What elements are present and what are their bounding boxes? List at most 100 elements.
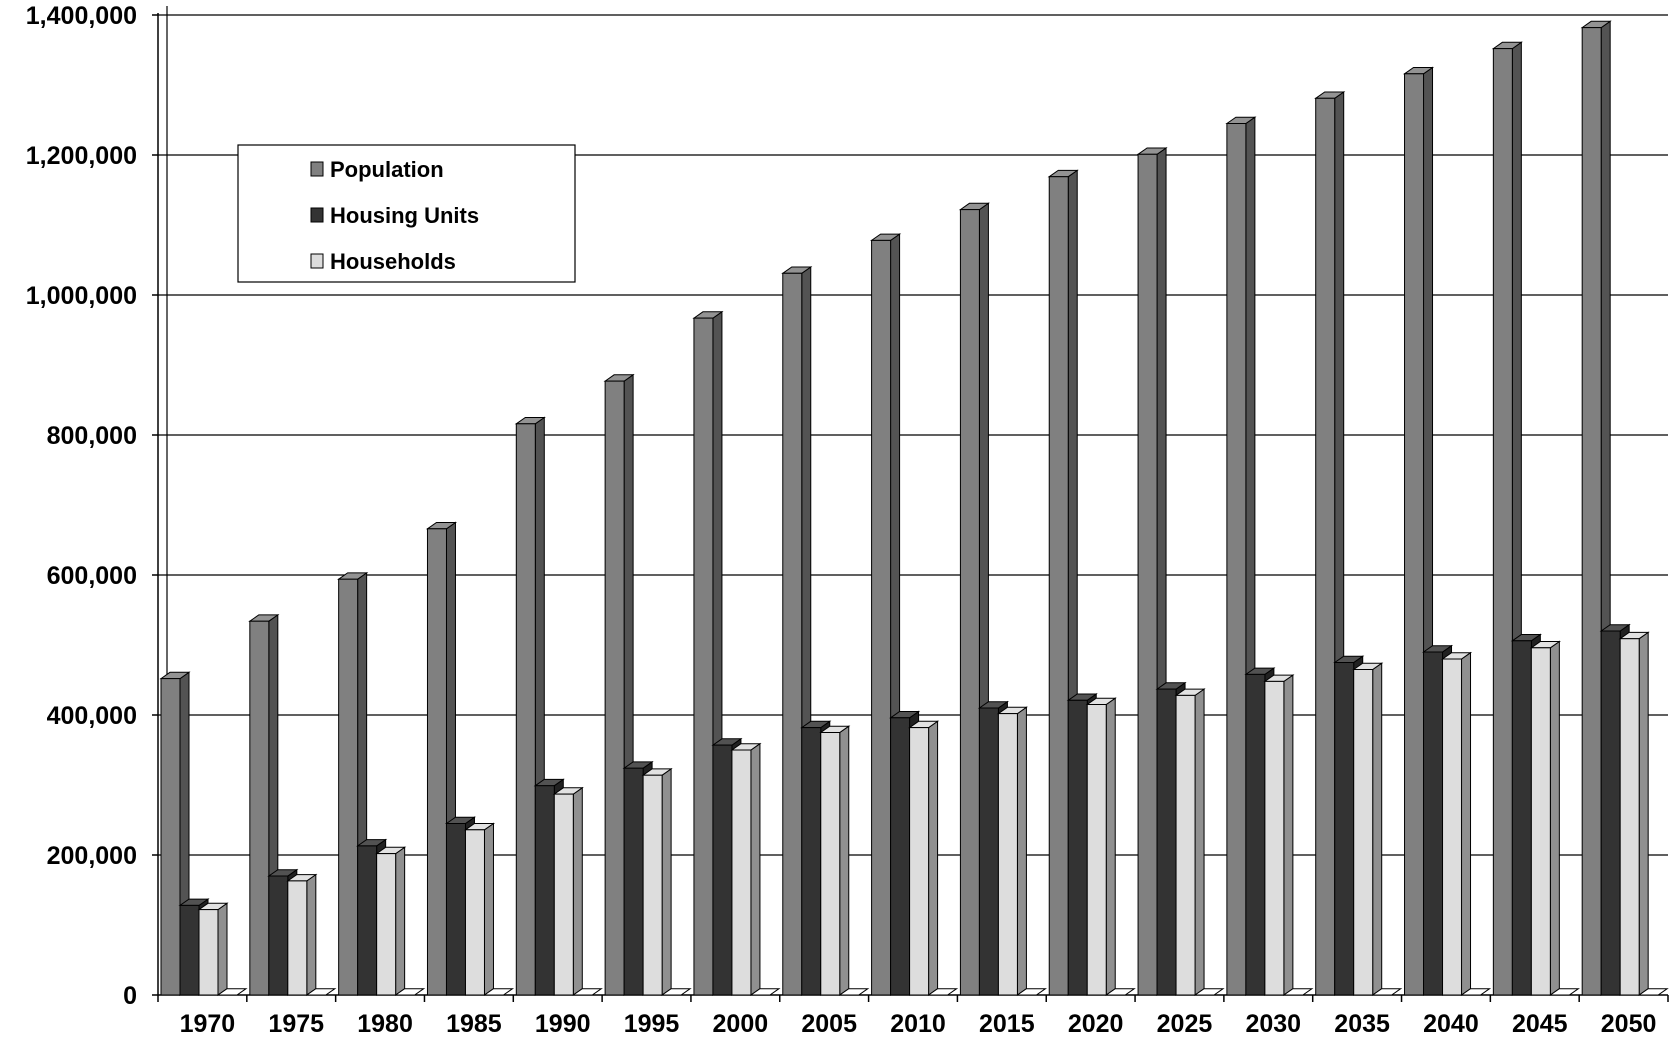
bar-side [839,725,850,996]
y-tick-label: 1,400,000 [26,2,137,30]
bar-side [395,846,406,996]
bar-front [871,239,892,996]
bar-side [661,767,672,996]
legend-item-households: Households [310,249,456,274]
bar-households-2005 [819,725,851,996]
bar-side [1372,662,1383,996]
bar-front [1156,688,1177,996]
bar-front [1442,658,1463,996]
legend-item-housing-units: Housing Units [310,203,479,228]
bar-front [179,904,200,996]
bar-households-2035 [1352,662,1384,996]
bar-front [287,880,308,996]
bar-side [1549,640,1560,996]
bar-front [1404,73,1425,996]
bar-households-1980 [375,846,407,996]
legend: Population Housing Units Households [237,144,576,283]
floor-sliver [927,988,959,996]
bar-households-1990 [552,786,584,996]
x-tick-label: 2045 [1512,1010,1568,1038]
bar-households-2045 [1529,640,1561,996]
floor-sliver [1637,988,1669,996]
bar-front [1137,153,1158,996]
bar-front [1315,97,1336,996]
floor-sliver [749,988,781,996]
bar-households-2040 [1440,651,1473,996]
legend-swatch-housing-units [310,207,324,223]
x-tick-label: 2030 [1245,1010,1301,1038]
x-tick-label: 1970 [180,1010,236,1038]
bar-front [338,578,359,996]
bar-front [1067,699,1088,996]
bar-households-1970 [197,902,229,996]
legend-item-population: Population [310,157,444,182]
floor-sliver [571,988,603,996]
x-tick-label: 1980 [357,1010,413,1038]
bar-households-2000 [730,742,762,996]
bar-side [483,822,494,996]
bar-side [572,786,583,996]
legend-swatch-population [310,161,324,177]
bar-front [426,528,447,996]
bar-front [909,727,930,996]
floor-sliver [1193,988,1225,996]
legend-label-housing-units: Housing Units [330,203,479,228]
y-tick-label: 600,000 [47,562,137,590]
floor-sliver [838,988,870,996]
x-tick-label: 1975 [268,1010,324,1038]
x-tick-labels: 1970 1975 1980 1985 1990 1995 2000 2005 2010 2015… [180,1010,1657,1038]
bar-front [198,909,219,996]
x-tick-label: 1995 [624,1010,680,1038]
bar-front [978,707,999,996]
bar-side [1638,631,1649,996]
bar-side [1105,697,1116,996]
bar-front [1086,704,1107,996]
floor-sliver [1459,988,1492,996]
bar-households-2050 [1618,631,1650,996]
legend-box [237,144,576,283]
bar-front [997,713,1018,996]
bar-front [553,793,574,996]
bar-front [1530,647,1551,996]
x-tick-label: 2015 [979,1010,1035,1038]
y-tick-label: 1,200,000 [26,142,137,170]
bar-population-2035 [1314,91,1346,996]
floor-sliver [660,988,692,996]
y-tick-label: 400,000 [47,702,137,730]
bar-front [623,767,644,996]
bar-side [750,742,761,996]
bar-front [268,875,289,996]
bar-side [1283,674,1294,996]
x-tick-label: 2010 [890,1010,946,1038]
floor-sliver [482,988,515,996]
bar-front [693,317,714,996]
legend-swatch-households [310,253,324,269]
bar-households-2010 [908,720,940,996]
x-tick-label: 2035 [1334,1010,1390,1038]
bar-front [712,744,733,996]
bar-households-2020 [1085,697,1117,996]
floor-sliver [1015,988,1047,996]
bar-population-2040 [1402,66,1435,996]
bar-front [1048,176,1069,996]
bar-front [890,717,911,996]
x-tick-label: 1985 [446,1010,502,1038]
y-tick-label: 0 [123,982,137,1010]
bar-side [928,720,939,996]
floor-sliver [305,988,337,996]
bar-front [445,823,466,996]
bar-population-2050 [1580,20,1612,996]
y-tick-labels: 0 200,000 400,000 600,000 800,000 1,000,000 1,… [26,2,137,1010]
legend-label-households: Households [330,249,456,274]
bar-side [1194,688,1205,996]
bar-side [1016,706,1027,996]
bar-front [249,620,270,996]
y-tick-label: 1,000,000 [26,282,137,310]
bar-front [801,727,822,996]
bar-front [1175,694,1196,996]
bar-front [1511,640,1532,996]
bar-households-1995 [641,767,673,996]
bar-side [217,902,228,996]
floor-sliver [216,988,248,996]
